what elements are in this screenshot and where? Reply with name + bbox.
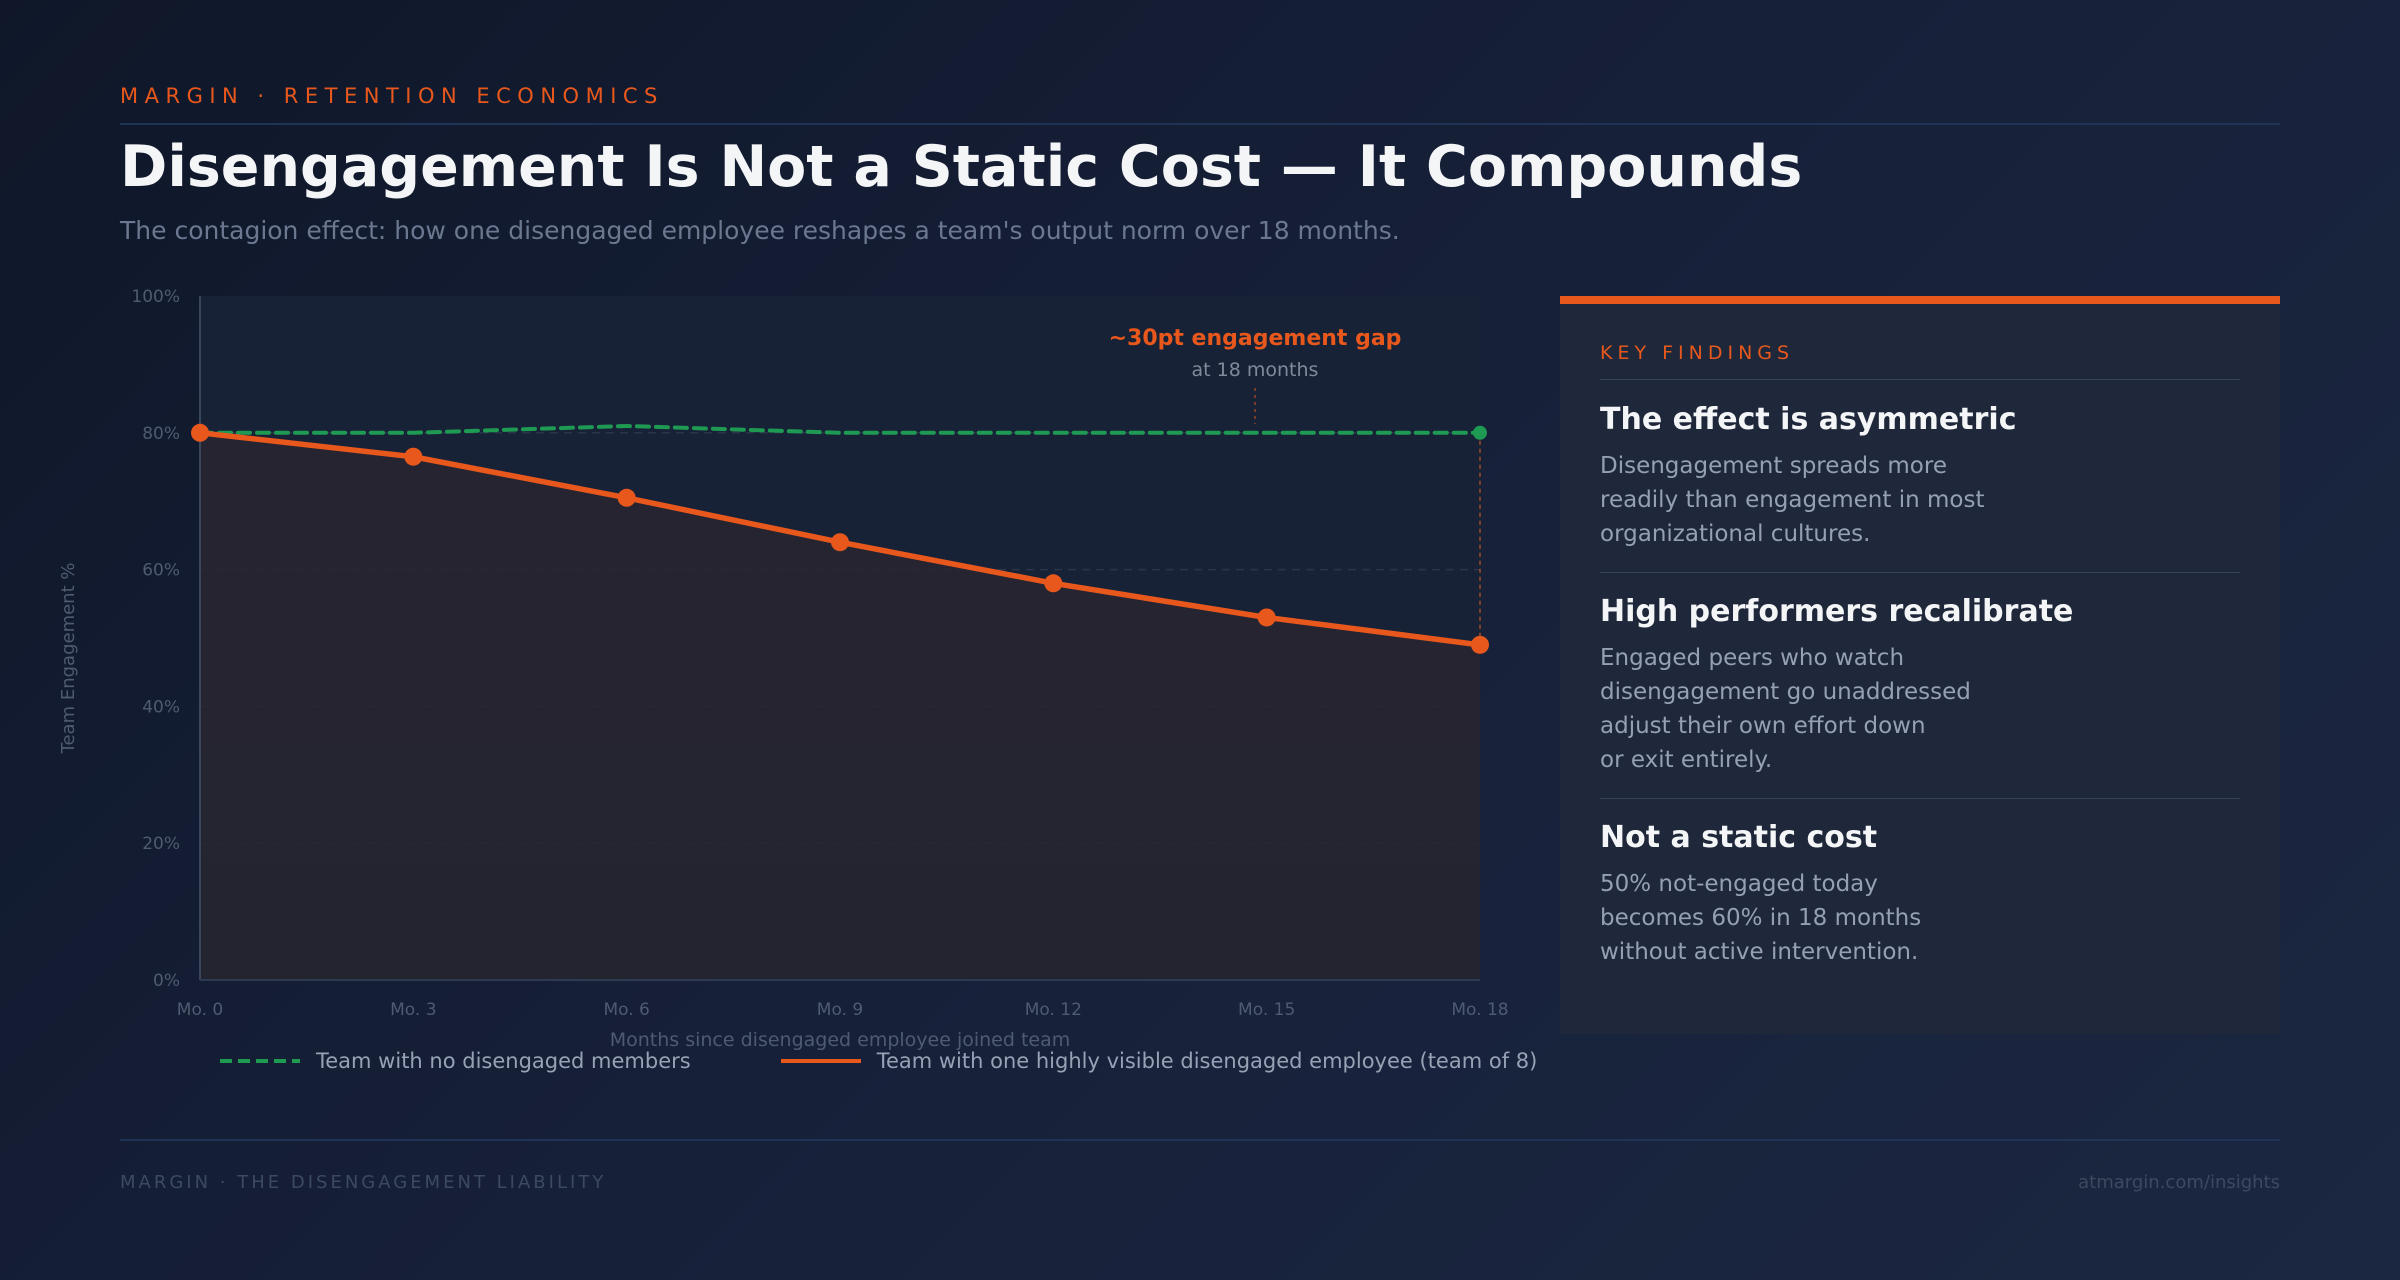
finding-body: Disengagement spreads more readily than … bbox=[1600, 449, 2240, 551]
legend-item-baseline: Team with no disengaged members bbox=[220, 1049, 691, 1073]
page-title: Disengagement Is Not a Static Cost — It … bbox=[120, 134, 1803, 200]
data-point bbox=[1044, 574, 1063, 593]
legend-item-disengaged: Team with one highly visible disengaged … bbox=[780, 1049, 1538, 1073]
y-tick-label: 100% bbox=[131, 287, 180, 307]
finding-title: Not a static cost bbox=[1600, 820, 1878, 855]
finding-2: High performers recalibrate Engaged peer… bbox=[1600, 594, 2240, 777]
legend-swatch-disengaged bbox=[780, 1059, 861, 1063]
engagement-line-chart: 0% 20% 40% 60% 80% 100% Mo. 0 Mo. 3 Mo. 6 Mo. 9 M… bbox=[58, 287, 1509, 1051]
data-point bbox=[404, 447, 423, 466]
chart-legend: Team with no disengaged members Team wit… bbox=[220, 1046, 1627, 1076]
key-findings-heading: KEY FINDINGS bbox=[1600, 342, 1795, 364]
data-point bbox=[191, 423, 209, 442]
x-tick-label: Mo. 6 bbox=[603, 1000, 649, 1020]
y-tick-label: 40% bbox=[142, 697, 180, 717]
eyebrow: MARGIN · RETENTION ECONOMICS bbox=[120, 84, 664, 108]
finding-3: Not a static cost 50% not-engaged today … bbox=[1600, 820, 2240, 969]
x-tick-label: Mo. 12 bbox=[1025, 1000, 1082, 1020]
finding-line: disengagement go unaddressed bbox=[1600, 679, 1971, 705]
data-point bbox=[1257, 608, 1276, 627]
page-subtitle: The contagion effect: how one disengaged… bbox=[120, 216, 1400, 245]
series-line-baseline bbox=[198, 423, 1482, 435]
finding-1: The effect is asymmetric Disengagement s… bbox=[1600, 402, 2240, 551]
findings-divider bbox=[1600, 572, 2240, 573]
data-point bbox=[1473, 425, 1487, 440]
x-tick-label: Mo. 0 bbox=[177, 1000, 223, 1020]
finding-line: without active intervention. bbox=[1600, 939, 1919, 965]
finding-line: organizational cultures. bbox=[1600, 521, 1871, 547]
finding-line: or exit entirely. bbox=[1600, 747, 1773, 773]
x-tick-label: Mo. 15 bbox=[1238, 1000, 1295, 1020]
gap-annotation-subtitle: at 18 months bbox=[1192, 359, 1319, 381]
y-tick-label: 60% bbox=[142, 561, 180, 581]
data-point bbox=[831, 533, 849, 552]
finding-line: becomes 60% in 18 months bbox=[1600, 905, 1922, 931]
finding-line: Disengagement spreads more bbox=[1600, 453, 1947, 479]
x-tick-label: Mo. 18 bbox=[1451, 1000, 1508, 1020]
finding-line: 50% not-engaged today bbox=[1600, 871, 1878, 897]
finding-title: The effect is asymmetric bbox=[1600, 402, 2017, 437]
data-point bbox=[617, 488, 636, 507]
findings-divider bbox=[1600, 379, 2240, 380]
data-point bbox=[1471, 635, 1489, 654]
key-findings-panel bbox=[1560, 296, 2280, 1034]
y-axis-label: Team Engagement % bbox=[58, 563, 79, 755]
legend-label-baseline: Team with no disengaged members bbox=[316, 1049, 691, 1073]
top-divider bbox=[120, 123, 2280, 125]
x-axis-label: Months since disengaged employee joined … bbox=[610, 1029, 1071, 1051]
y-tick-label: 80% bbox=[142, 424, 180, 444]
y-tick-label: 20% bbox=[142, 834, 180, 854]
finding-body: 50% not-engaged today becomes 60% in 18 … bbox=[1600, 867, 2240, 969]
finding-line: adjust their own effort down bbox=[1600, 713, 1926, 739]
gap-area bbox=[200, 432, 1480, 980]
findings-divider bbox=[1600, 798, 2240, 799]
bottom-divider bbox=[120, 1139, 2280, 1141]
legend-label-disengaged: Team with one highly visible disengaged … bbox=[876, 1049, 1538, 1073]
finding-body: Engaged peers who watch disengagement go… bbox=[1600, 641, 2240, 777]
x-tick-label: Mo. 3 bbox=[390, 1000, 436, 1020]
footer-brand: MARGIN · THE DISENGAGEMENT LIABILITY bbox=[120, 1172, 607, 1193]
gap-annotation-title: ~30pt engagement gap bbox=[1109, 326, 1402, 351]
footer-url[interactable]: atmargin.com/insights bbox=[2078, 1172, 2280, 1193]
finding-title: High performers recalibrate bbox=[1600, 594, 2074, 629]
finding-line: readily than engagement in most bbox=[1600, 487, 1985, 513]
finding-line: Engaged peers who watch bbox=[1600, 645, 1905, 671]
legend-swatch-baseline bbox=[220, 1059, 300, 1063]
x-tick-label: Mo. 9 bbox=[817, 1000, 863, 1020]
panel-accent-bar bbox=[1560, 296, 2280, 304]
y-tick-label: 0% bbox=[153, 971, 180, 991]
